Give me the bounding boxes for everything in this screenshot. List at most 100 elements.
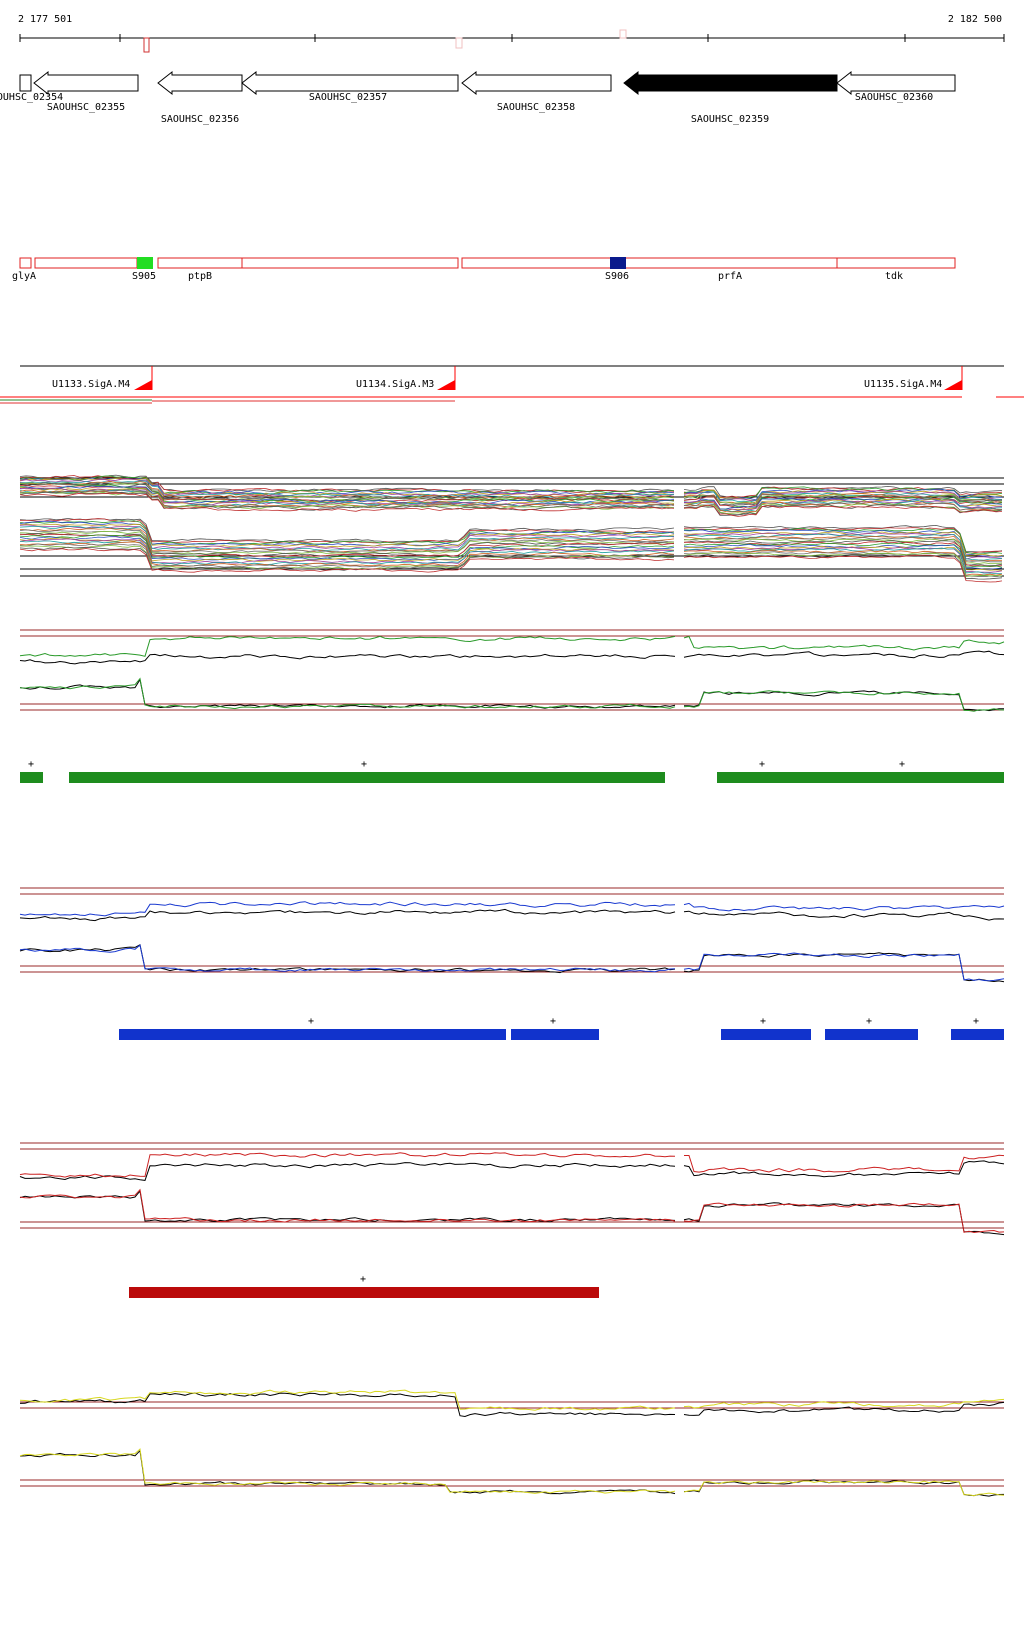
annotation-box[interactable] [241, 257, 459, 269]
profile-line [683, 486, 1003, 498]
profile-line-blue [19, 944, 676, 973]
profile-line [683, 531, 1003, 557]
promoter-label: U1133.SigA.M4 [52, 379, 130, 390]
expression-segment-green[interactable] [717, 772, 1004, 783]
annotation-label: tdk [885, 271, 903, 282]
promoter-flag[interactable] [944, 380, 962, 390]
profile-line [683, 539, 1003, 566]
segment-strand-label: + [361, 759, 367, 770]
annotation-box[interactable] [34, 257, 138, 269]
profile-line [683, 551, 1003, 577]
annotation-track: glyA S905 ptpB S906 prfA tdk [12, 257, 956, 282]
profile-line [683, 504, 1003, 517]
annotation-box[interactable] [19, 257, 32, 269]
profile-line-reference [683, 910, 1005, 921]
profile-line-blue [683, 902, 1005, 912]
gene-label: SAOUHSC_02355 [47, 102, 125, 113]
annotation-label: prfA [718, 271, 742, 282]
annotation-box[interactable] [461, 257, 612, 269]
expression-segment-red[interactable] [129, 1287, 599, 1298]
gene-label: SAOUHSC_02357 [309, 92, 387, 103]
segment-strand-label: + [308, 1016, 314, 1027]
profile-line-reference [683, 1479, 1005, 1497]
segment-strand-label: + [973, 1016, 979, 1027]
profile-line [683, 496, 1003, 510]
profile-line-reference [19, 1449, 676, 1495]
promoter-track: U1133.SigA.M4 U1134.SigA.M3 U1135.SigA.M4 [0, 365, 1024, 404]
profile-line-blue [683, 952, 1005, 982]
expression-segment-blue[interactable] [825, 1029, 918, 1040]
promoter-flag[interactable] [437, 380, 455, 390]
profile-line-red [19, 1152, 676, 1178]
profile-line-green [19, 677, 676, 710]
profile-line [19, 538, 675, 564]
profile-line-reference [19, 653, 676, 665]
profile-line [683, 527, 1003, 555]
profile-line-yellow [683, 1398, 1005, 1409]
promoter-label: U1134.SigA.M3 [356, 379, 434, 390]
expression-segment-blue[interactable] [721, 1029, 811, 1040]
annotation-box[interactable] [157, 257, 243, 269]
profile-line-reference [683, 1160, 1005, 1178]
profile-line [19, 537, 675, 562]
expression-segment-green[interactable] [69, 772, 665, 783]
profile-line [683, 547, 1002, 574]
coordinate-ruler: 2 177 501 2 182 500 [18, 14, 1005, 53]
annotation-label: glyA [12, 271, 36, 282]
start-coordinate: 2 177 501 [18, 14, 72, 25]
profile-line-red [683, 1202, 1005, 1234]
annotation-marker-s905[interactable] [137, 257, 153, 269]
profile-line [19, 478, 675, 498]
profile-line [683, 524, 1003, 553]
end-coordinate: 2 182 500 [948, 14, 1002, 25]
segment-strand-label: + [28, 759, 34, 770]
gene-arrow-saouhsc_02360[interactable] [836, 70, 956, 96]
promoter-label: U1135.SigA.M4 [864, 379, 942, 390]
profile-line-yellow [19, 1448, 676, 1494]
expression-profile-panel [19, 474, 1004, 583]
gene-arrow-saouhsc_02355[interactable] [33, 70, 139, 96]
profile-line [683, 550, 1003, 576]
expression-segment-green[interactable] [20, 772, 43, 783]
annotation-label: S906 [605, 271, 629, 282]
profile-line [19, 487, 675, 505]
gene-arrow-saouhsc_02358[interactable] [461, 70, 612, 96]
segment-strand-label: + [759, 759, 765, 770]
segment-strand-label: + [550, 1016, 556, 1027]
gene-arrow-saouhsc_02357[interactable] [241, 70, 459, 96]
profile-line [19, 534, 675, 560]
ruler-marker [455, 37, 463, 49]
profile-line [19, 533, 675, 558]
segment-strand-label: + [866, 1016, 872, 1027]
annotation-box[interactable] [623, 257, 838, 269]
gene-arrow-saouhsc_02356[interactable] [157, 70, 243, 96]
segment-strand-label: + [899, 759, 905, 770]
expression-segment-blue[interactable] [951, 1029, 1004, 1040]
expression-segment-blue[interactable] [511, 1029, 599, 1040]
profile-line [19, 482, 675, 501]
profile-line-red [19, 1188, 676, 1223]
expression-track-blue: + + + + + [19, 887, 1005, 1040]
profile-line [683, 497, 1003, 510]
promoter-flag[interactable] [134, 380, 152, 390]
profile-line-red [684, 1154, 1005, 1173]
profile-line [683, 554, 1003, 583]
gene-arrow-saouhsc_02359[interactable] [623, 70, 838, 96]
profile-line [683, 538, 1003, 565]
annotation-marker-s906[interactable] [610, 257, 626, 269]
annotation-box[interactable] [836, 257, 956, 269]
profile-line [19, 491, 675, 511]
profile-line-reference [19, 1162, 676, 1181]
profile-line [19, 492, 675, 512]
profile-line-green [683, 690, 1005, 712]
profile-line [683, 502, 1003, 515]
gene-arrow-saouhsc_02354[interactable] [19, 74, 32, 92]
profile-line-green [19, 635, 676, 657]
expression-track-green: + + + + [19, 629, 1005, 783]
profile-line [683, 502, 1003, 516]
gene-label: SAOUHSC_02356 [161, 114, 239, 125]
profile-line [683, 554, 1003, 580]
profile-line [683, 545, 1003, 571]
expression-segment-blue[interactable] [119, 1029, 506, 1040]
